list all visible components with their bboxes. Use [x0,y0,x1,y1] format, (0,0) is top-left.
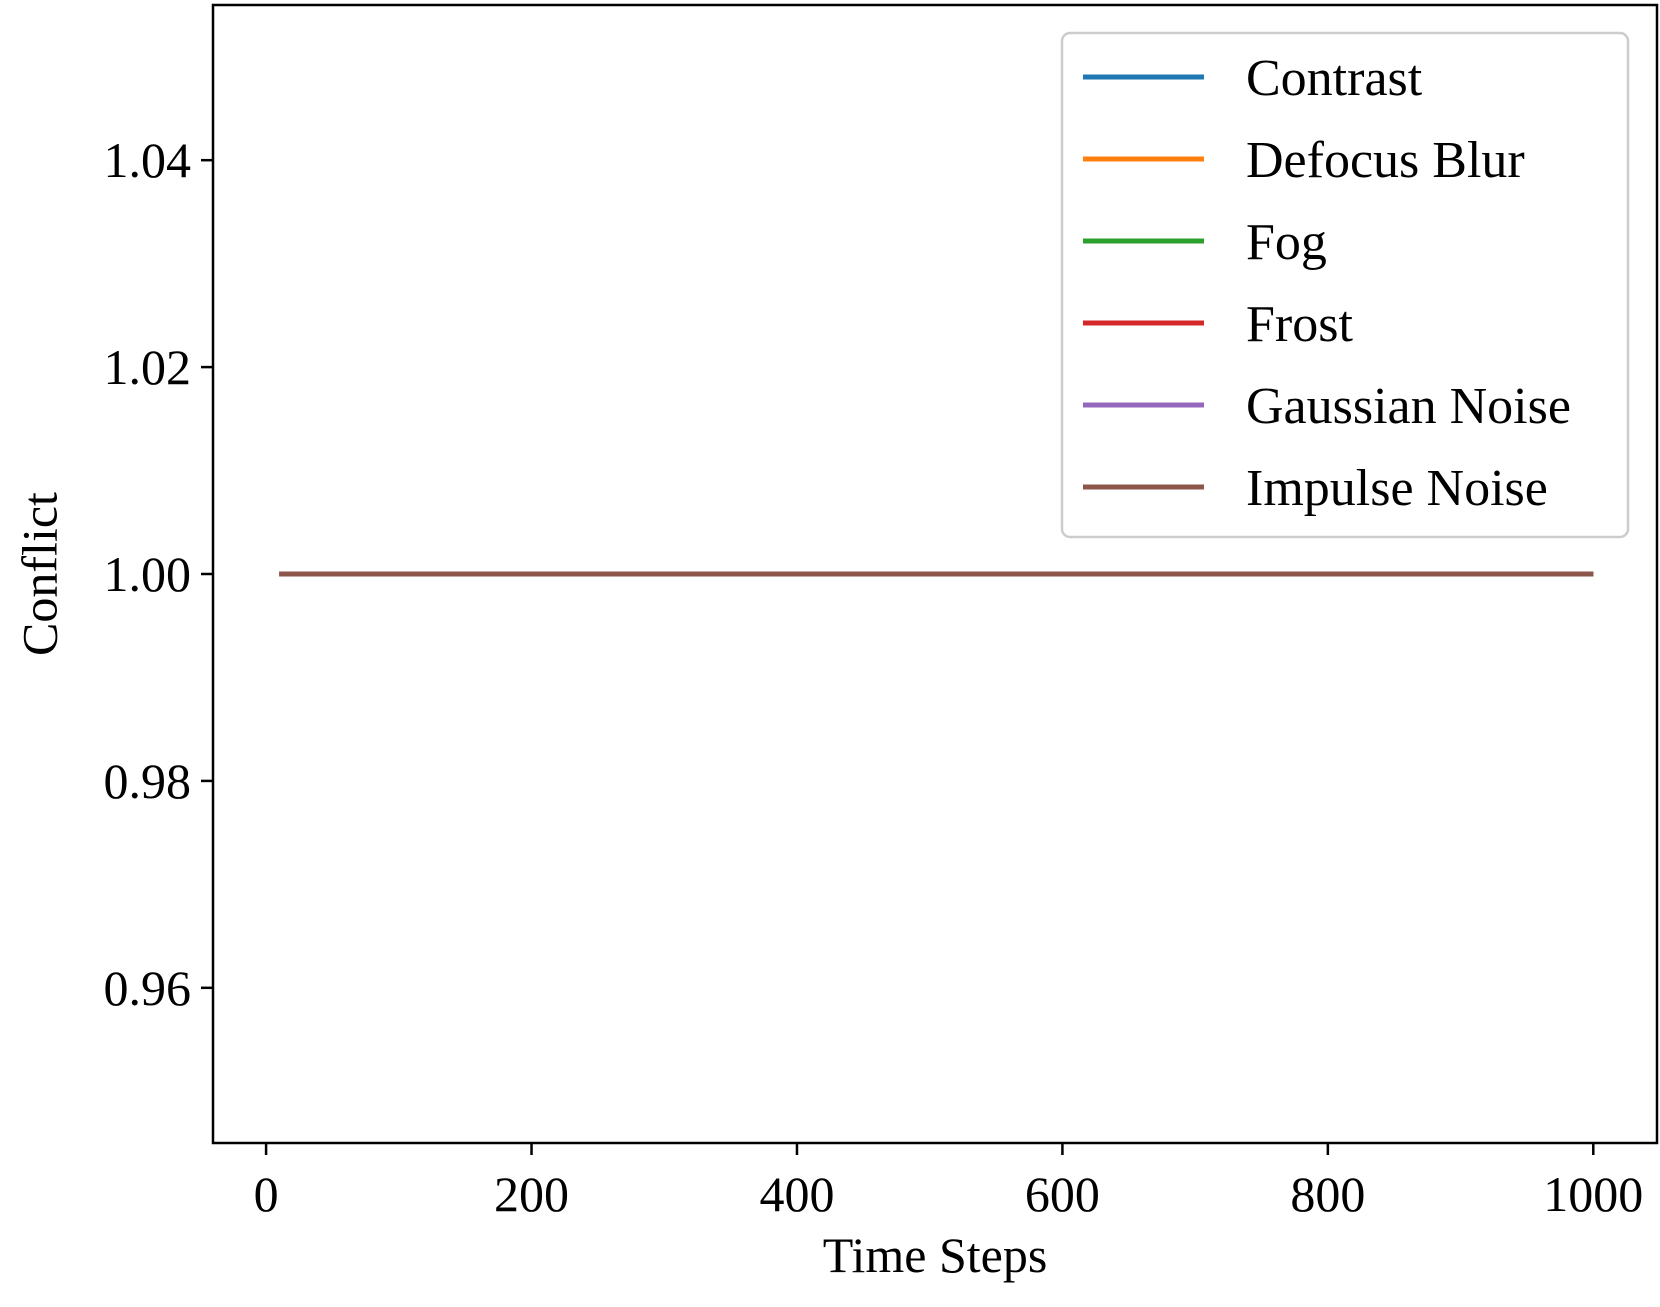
legend-label-fog: Fog [1246,214,1327,271]
legend-label-impulse-noise: Impulse Noise [1246,460,1548,517]
x-tick-label: 400 [759,1166,834,1222]
y-tick-label: 0.96 [104,960,192,1016]
x-axis-ticks: 0 200 400 600 800 1000 [254,1143,1643,1222]
x-tick-label: 0 [254,1166,279,1222]
legend-label-defocus-blur: Defocus Blur [1246,132,1525,189]
legend: Contrast Defocus Blur Fog Frost Gaussian Noi… [1060,31,1630,539]
y-axis-ticks: 0.96 0.98 1.00 1.02 1.04 [104,132,213,1016]
x-axis-title: Time Steps [823,1227,1048,1283]
legend-items: Contrast Defocus Blur Fog Frost Gaussian Noi… [1083,50,1571,517]
x-tick-label: 1000 [1543,1166,1643,1222]
legend-label-contrast: Contrast [1246,50,1423,107]
y-tick-label: 1.00 [104,546,192,602]
legend-label-frost: Frost [1246,296,1353,353]
x-tick-label: 200 [494,1166,569,1222]
x-tick-label: 800 [1290,1166,1365,1222]
y-tick-label: 1.04 [104,132,192,188]
y-tick-label: 1.02 [104,339,192,395]
y-axis-title: Conflict [11,492,67,656]
legend-label-gaussian-noise: Gaussian Noise [1246,378,1571,435]
x-tick-label: 600 [1025,1166,1100,1222]
y-tick-label: 0.98 [104,753,192,809]
